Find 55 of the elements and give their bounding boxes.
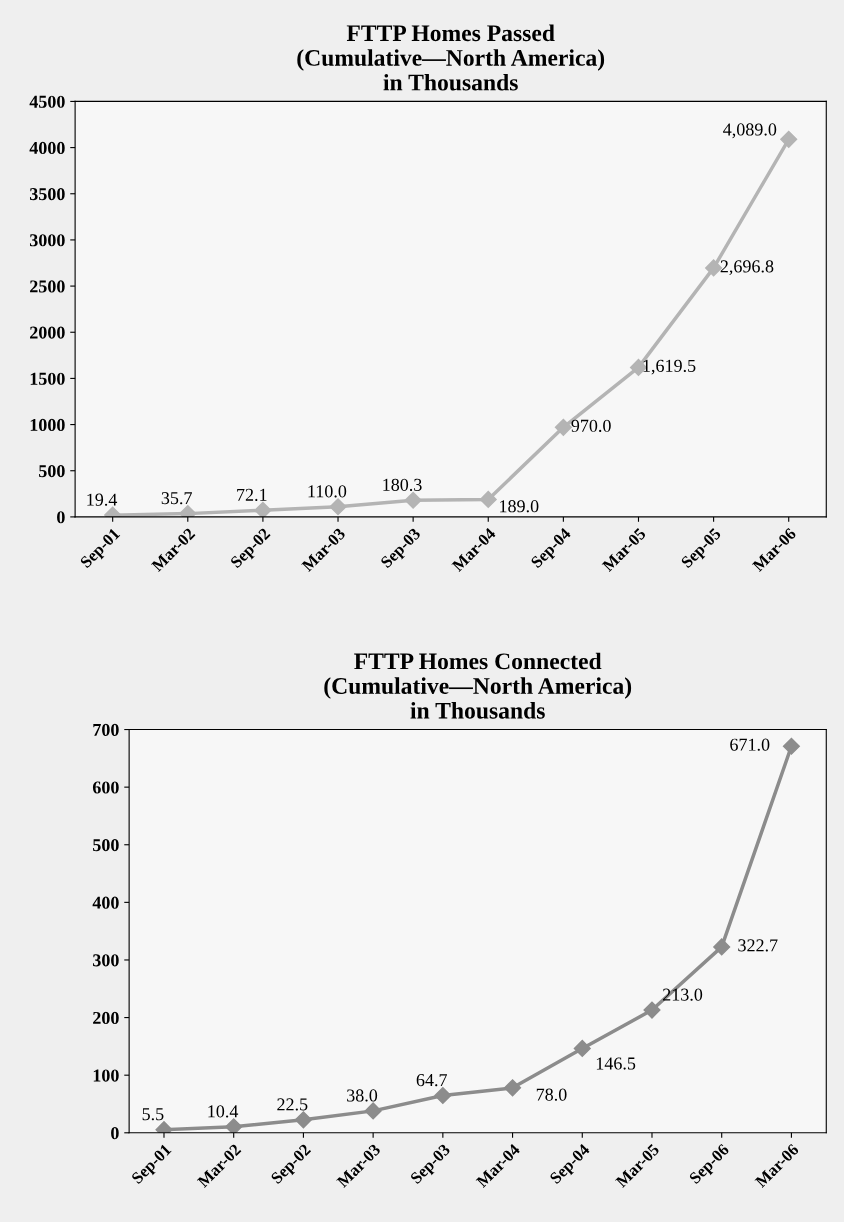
y-tick-label: 1000	[30, 418, 65, 432]
y-tick-label: 200	[93, 1011, 119, 1025]
point	[294, 1111, 312, 1129]
y-tick-label: 100	[93, 1069, 119, 1082]
text: 213.0	[663, 988, 703, 1001]
y-tick-label: 2500	[30, 280, 65, 293]
point	[254, 501, 272, 517]
text: 64.7	[416, 1074, 448, 1087]
point	[643, 1001, 661, 1019]
text: 180.3	[383, 478, 422, 491]
chart-title: FTTP Homes Connected (Cumulative—North America) in Thousands	[324, 652, 632, 719]
text: 671.0	[730, 738, 770, 751]
point	[404, 491, 422, 509]
y-tick-label: 0	[111, 1127, 119, 1140]
text: 1,619.5	[643, 359, 696, 375]
text: 10.4	[208, 1105, 239, 1118]
y-tick-label: 2000	[30, 326, 65, 339]
y-tick-label: 3500	[29, 188, 65, 201]
point	[780, 130, 798, 148]
text: 2,696.8	[720, 260, 774, 276]
y-tick-label: 400	[92, 896, 119, 909]
point	[713, 938, 731, 956]
text: 78.0	[536, 1088, 567, 1101]
chart-title: FTTP Homes Passed (Cumulative—North America) in Thousands	[297, 24, 605, 91]
point	[364, 1102, 382, 1120]
point	[782, 737, 800, 755]
point	[573, 1039, 591, 1057]
point	[504, 1079, 522, 1097]
y-tick-label: 600	[92, 781, 119, 794]
text: 38.0	[347, 1089, 378, 1102]
text: 322.7	[738, 939, 778, 952]
y-tick-label: 500	[39, 465, 65, 478]
y-tick-label: 3000	[29, 234, 65, 247]
text: 35.7	[161, 492, 192, 505]
point	[554, 418, 572, 436]
text: 19.4	[87, 493, 118, 506]
point	[225, 1118, 243, 1133]
y-tick-label: 300	[93, 954, 119, 967]
text: 970.0	[571, 419, 611, 432]
text: 110.0	[308, 485, 347, 498]
y-tick-label: 700	[93, 723, 119, 736]
text: 22.5	[277, 1098, 308, 1111]
text: 4,089.0	[723, 123, 777, 139]
point	[479, 490, 497, 509]
point	[434, 1086, 452, 1105]
text: 5.5	[142, 1108, 164, 1121]
text: 189.0	[500, 500, 539, 513]
y-tick-label: 1500	[30, 372, 65, 385]
y-tick-label: 4500	[29, 95, 65, 108]
y-tick-label: 4000	[29, 141, 65, 155]
text: 72.1	[237, 488, 267, 501]
y-tick-label: 0	[57, 511, 65, 524]
point	[329, 498, 347, 516]
text: 146.5	[596, 1057, 636, 1070]
y-tick-label: 500	[93, 839, 119, 852]
